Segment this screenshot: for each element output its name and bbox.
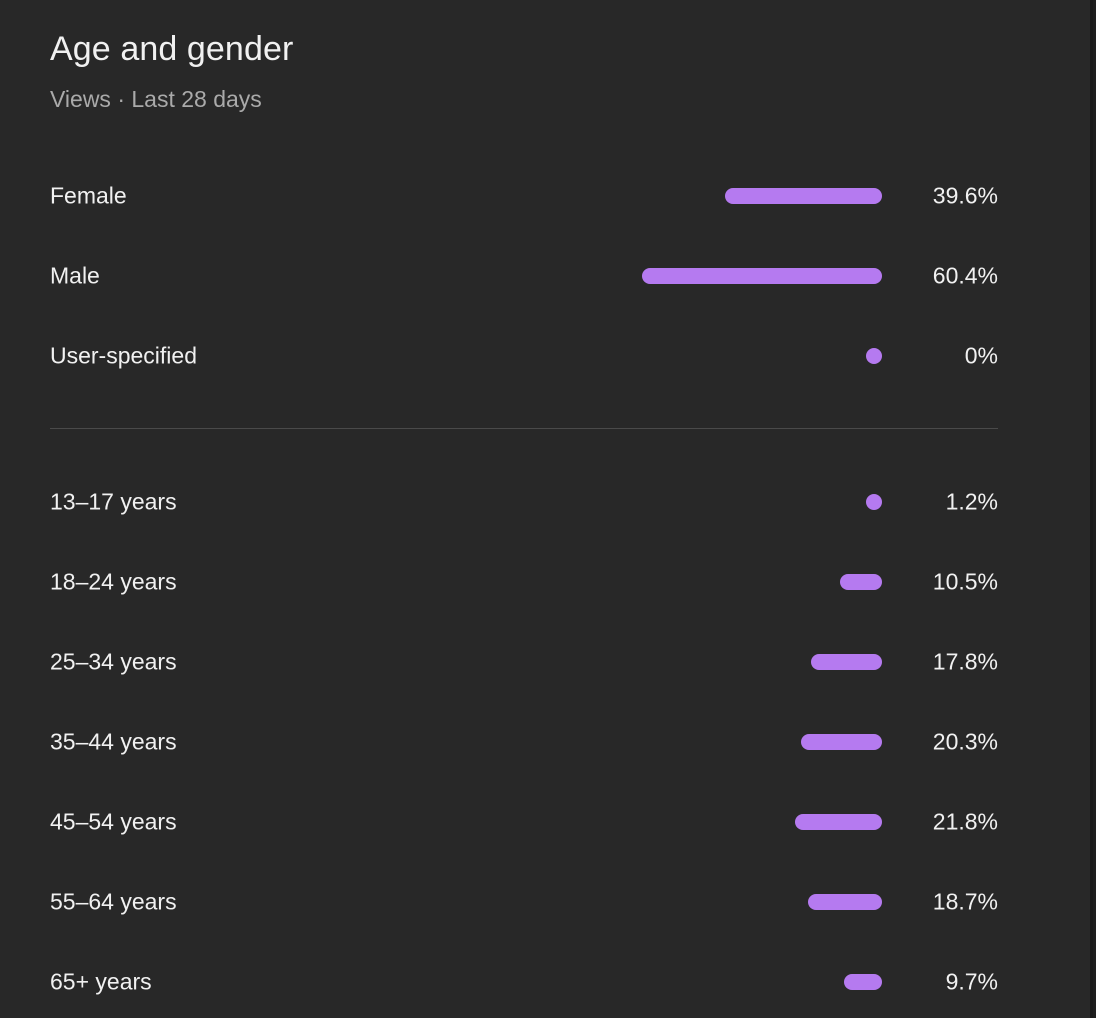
age-group-percentage: 20.3% (932, 728, 998, 755)
age-group-percentage: 21.8% (932, 808, 998, 835)
gender-percentage: 39.6% (932, 182, 998, 209)
age-group-label: 55–64 years (50, 888, 177, 915)
age-group-bar (843, 974, 882, 990)
age-group-row: 45–54 years 21.8% (50, 802, 998, 842)
age-group-row: 55–64 years 18.7% (50, 882, 998, 922)
age-group-percentage: 10.5% (932, 568, 998, 595)
age-group-percentage: 1.2% (945, 488, 998, 515)
gender-percentage: 0% (964, 342, 998, 369)
age-group-label: 35–44 years (50, 728, 177, 755)
age-group-row: 35–44 years 20.3% (50, 722, 998, 762)
age-group-label: 25–34 years (50, 648, 177, 675)
gender-bar (724, 188, 882, 204)
age-group-bar (801, 734, 882, 750)
age-group-bar (840, 574, 882, 590)
gender-label: Female (50, 182, 127, 209)
age-group-bar (811, 654, 882, 670)
age-group-bar (866, 494, 882, 510)
age-group-label: 65+ years (50, 968, 152, 995)
age-group-label: 13–17 years (50, 488, 177, 515)
gender-row: Female 39.6% (50, 176, 998, 216)
age-group-row: 18–24 years 10.5% (50, 562, 998, 602)
gender-percentage: 60.4% (932, 262, 998, 289)
age-group-percentage: 17.8% (932, 648, 998, 675)
age-group-row: 25–34 years 17.8% (50, 642, 998, 682)
age-group-row: 65+ years 9.7% (50, 962, 998, 1002)
gender-bar (866, 348, 882, 364)
age-group-label: 18–24 years (50, 568, 177, 595)
age-group-row: 13–17 years 1.2% (50, 482, 998, 522)
gender-row: User-specified 0% (50, 336, 998, 376)
age-group-bar (795, 814, 882, 830)
card-title: Age and gender (50, 30, 294, 68)
gender-row: Male 60.4% (50, 256, 998, 296)
section-divider (50, 428, 998, 429)
age-group-bar (807, 894, 882, 910)
age-group-label: 45–54 years (50, 808, 177, 835)
gender-label: User-specified (50, 342, 197, 369)
age-group-percentage: 9.7% (945, 968, 998, 995)
gender-label: Male (50, 262, 100, 289)
card-subtitle: Views · Last 28 days (50, 86, 262, 112)
gender-bar (642, 268, 882, 284)
age-group-percentage: 18.7% (932, 888, 998, 915)
